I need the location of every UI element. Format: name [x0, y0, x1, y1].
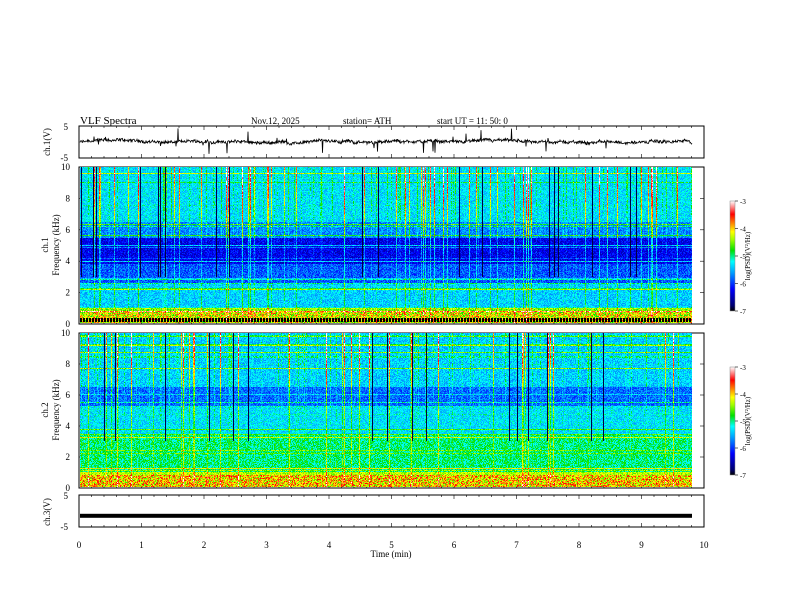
y-tick-label: 8: [66, 359, 71, 369]
x-tick-label: 5: [389, 540, 394, 550]
y-tick-label: 6: [66, 390, 71, 400]
y-tick-label: 2: [66, 452, 71, 462]
y-tick-label: 0: [66, 483, 71, 493]
y-tick-label: 8: [66, 193, 71, 203]
ch2-frequency-ylabel: Frequency (kHz): [51, 379, 61, 440]
ch2-colorbar: [729, 366, 736, 476]
ch1-colorbar-label: log(PSD)(V²/Hz): [744, 231, 752, 280]
x-tick-label: 10: [700, 540, 710, 550]
colorbar-tick-label: -3: [740, 364, 746, 372]
ch3-waveform-ticks: [78, 495, 705, 527]
ch2-colorbar-ticks: -3 -4 -5 -6 -7: [735, 364, 746, 480]
ch1-channel-label: ch.1: [40, 237, 50, 252]
y-tick-label: 2: [66, 288, 71, 298]
x-tick-label: 0: [77, 540, 82, 550]
y-tick-label: 10: [61, 328, 71, 338]
y-tick-label: 10: [61, 162, 71, 172]
x-axis-tick-labels: 0 1 2 3 4 5 6 7 8 9 10: [77, 540, 709, 550]
colorbar-tick-label: -6: [740, 281, 746, 289]
colorbar-tick-label: -4: [740, 391, 746, 399]
ch1-waveform-trace: [79, 128, 693, 154]
ch2-spectrogram-heatmap: [80, 333, 692, 487]
colorbar-tick-label: -7: [740, 308, 746, 316]
x-tick-label: 3: [264, 540, 269, 550]
x-tick-label: 8: [577, 540, 582, 550]
x-tick-label: 9: [639, 540, 644, 550]
colorbar-tick-label: -6: [740, 445, 746, 453]
ch1-spectrogram-heatmap: [80, 167, 692, 323]
colorbar-tick-label: -4: [740, 226, 746, 234]
ch1-colorbar: [729, 200, 736, 312]
colorbar-tick-label: -7: [740, 472, 746, 480]
x-tick-label: 4: [327, 540, 332, 550]
colorbar-tick-label: -5: [740, 253, 746, 261]
ch2-colorbar-label: log(PSD)(V²/Hz): [744, 396, 752, 445]
ch1-waveform-ticks: [78, 126, 705, 158]
ch2-channel-label: ch.2: [40, 402, 50, 417]
start-time-label: start UT = 11: 50: 0: [437, 116, 508, 126]
figure-title: VLF Spectra: [80, 115, 137, 127]
y-tick-label: 4: [66, 256, 71, 266]
x-axis-label: Time (min): [371, 549, 412, 559]
ch3-waveform-ylabel: ch.3(V): [42, 498, 52, 526]
ch3-waveform-trace: [80, 513, 692, 518]
ch3-waveform-frame: [78, 494, 705, 528]
colorbar-tick-label: -3: [740, 198, 746, 206]
ch1-colorbar-ticks: -3 -4 -5 -6 -7: [735, 198, 746, 316]
y-tick-label: 4: [66, 421, 71, 431]
colorbar-tick-label: -5: [740, 418, 746, 426]
x-tick-label: 2: [202, 540, 207, 550]
ch1-ytick-bottom: -5: [61, 153, 69, 163]
y-tick-label: 0: [66, 319, 71, 329]
ch1-ytick-top: 5: [64, 122, 69, 132]
station-label: station= ATH: [343, 116, 392, 126]
y-tick-label: 6: [66, 225, 71, 235]
ch3-ytick-bottom: -5: [61, 522, 69, 532]
date-label: Nov.12, 2025: [251, 116, 300, 126]
ch3-ytick-top: 5: [64, 491, 69, 501]
x-tick-label: 1: [139, 540, 144, 550]
ch1-waveform-ylabel: ch.1(V): [42, 128, 52, 156]
x-tick-label: 7: [514, 540, 519, 550]
x-tick-label: 6: [452, 540, 457, 550]
ch1-frequency-ylabel: Frequency (kHz): [51, 214, 61, 275]
